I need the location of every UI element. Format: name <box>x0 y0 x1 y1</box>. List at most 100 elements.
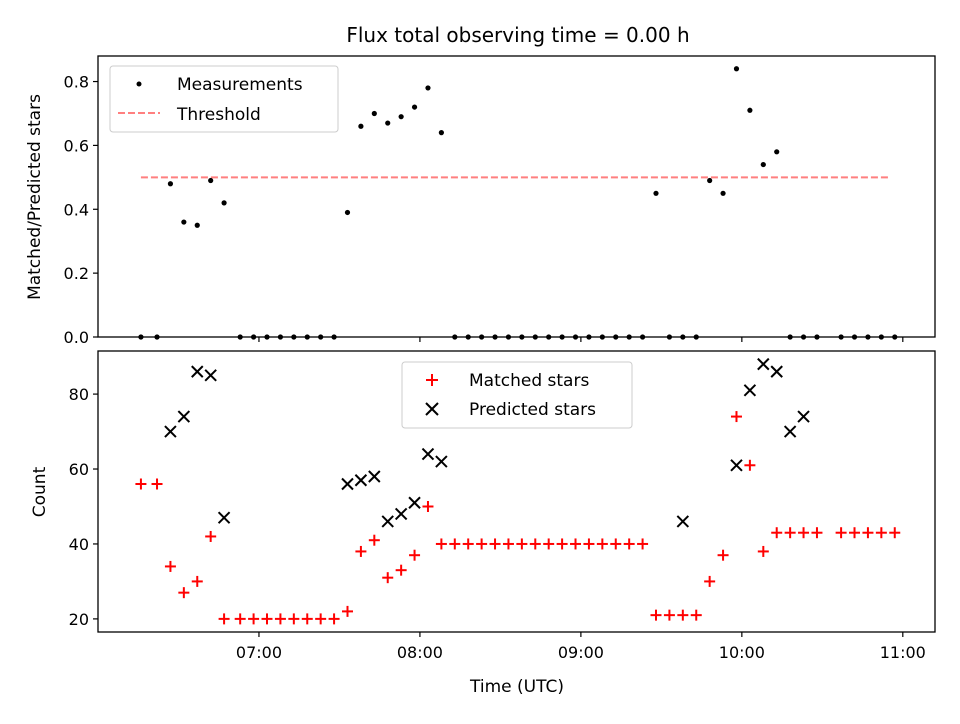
matched-star-point <box>178 587 190 599</box>
bottom-legend-box <box>401 361 633 429</box>
top-y-tick-label: 0.2 <box>64 264 89 283</box>
matched-star-point <box>798 527 810 539</box>
top-y-axis-label: Matched/Predicted stars <box>25 94 45 300</box>
bottom-y-ticks: 20 40 60 80 <box>69 385 98 629</box>
matched-star-point <box>623 538 635 550</box>
matched-star-point <box>610 538 622 550</box>
measurement-point <box>452 334 458 340</box>
matched-star-point <box>409 549 421 561</box>
predicted-star-point <box>408 496 421 509</box>
bottom-legend: Matched stars Predicted stars <box>401 361 633 429</box>
matched-star-point <box>368 534 380 546</box>
predicted-star-point <box>204 369 217 382</box>
matched-star-point <box>835 527 847 539</box>
legend-measurements-marker <box>136 81 142 87</box>
matched-star-point <box>234 613 246 625</box>
predicted-x-b <box>354 474 368 487</box>
x-tick-label: 07:00 <box>236 643 282 662</box>
matched-star-point <box>849 527 861 539</box>
matched-star-point <box>301 613 313 625</box>
top-legend: Measurements Threshold <box>109 65 339 133</box>
predicted-x-b <box>676 515 690 528</box>
predicted-star-point <box>770 365 783 378</box>
matched-star-point <box>570 538 582 550</box>
measurement-point <box>586 334 592 340</box>
matched-star-point <box>730 411 742 423</box>
matched-star-point <box>191 575 203 587</box>
matched-star-point <box>784 527 796 539</box>
measurement-point <box>613 334 619 340</box>
matched-star-point <box>717 549 729 561</box>
predicted-x-b <box>341 477 354 491</box>
measurement-point <box>653 190 659 196</box>
matched-star-point <box>875 527 887 539</box>
measurement-point <box>264 334 270 340</box>
measurement-point <box>194 222 200 228</box>
measurement-point <box>465 334 471 340</box>
measurement-point <box>680 334 686 340</box>
predicted-star-point <box>421 447 435 461</box>
predicted-star-point <box>368 470 381 483</box>
matched-star-point <box>529 538 541 550</box>
measurement-point <box>138 334 144 340</box>
matched-star-point <box>315 613 327 625</box>
predicted-x-b <box>204 369 217 382</box>
measurement-point <box>787 334 793 340</box>
measurement-point <box>438 130 444 136</box>
matched-star-point <box>811 527 823 539</box>
matched-star-point <box>757 545 769 557</box>
matched-star-point <box>422 500 434 512</box>
measurement-point <box>878 334 884 340</box>
bottom-y-tick-label: 20 <box>69 610 89 629</box>
x-tick-label: 11:00 <box>880 643 926 662</box>
measurement-point <box>733 66 740 72</box>
measurement-point <box>371 110 377 117</box>
matched-star-point <box>677 609 689 621</box>
predicted-x-b <box>381 515 394 528</box>
measurement-point <box>720 190 726 196</box>
matched-star-point <box>744 459 756 471</box>
measurement-point <box>492 334 498 340</box>
measurement-point <box>425 85 431 91</box>
measurement-point <box>344 209 351 216</box>
matched-star-point <box>704 575 716 587</box>
predicted-star-point <box>676 515 690 528</box>
top-y-tick-label: 0.6 <box>64 136 89 155</box>
measurement-point <box>693 334 699 340</box>
top-y-tick-label: 0.0 <box>64 328 89 347</box>
bottom-plot-marks <box>135 357 901 625</box>
matched-star-point <box>382 572 394 584</box>
matched-star-point <box>690 609 702 621</box>
matched-star-point <box>502 538 514 550</box>
measurement-point <box>599 334 605 340</box>
predicted-star-point <box>435 455 448 468</box>
measurement-point <box>277 334 284 340</box>
top-plot-marks <box>138 66 898 340</box>
predicted-star-point <box>354 474 368 487</box>
bottom-axes-frame <box>97 350 936 633</box>
measurement-point <box>208 177 214 184</box>
predicted-star-point <box>381 515 394 528</box>
measurement-point <box>358 123 364 129</box>
measurement-point <box>572 334 579 340</box>
measurement-point <box>411 104 418 110</box>
predicted-star-point <box>743 384 757 397</box>
measurement-point <box>479 334 485 340</box>
measurement-point <box>398 114 404 120</box>
matched-star-point <box>771 527 783 539</box>
matched-star-point <box>462 538 474 550</box>
matched-star-point <box>663 609 675 621</box>
measurement-point <box>250 334 257 340</box>
top-y-tick-label: 0.4 <box>64 200 89 219</box>
legend-measurements-label: Measurements <box>177 75 303 95</box>
top-legend-box <box>109 65 339 133</box>
x-tick-label: 09:00 <box>558 643 604 662</box>
x-tick-label: 08:00 <box>397 643 443 662</box>
measurement-point <box>291 334 297 340</box>
predicted-x-b <box>770 365 783 378</box>
matched-star-point <box>395 564 407 576</box>
top-y-tick-label: 0.8 <box>64 73 89 92</box>
legend-matched-label: Matched stars <box>469 371 589 391</box>
bottom-panel: Count Time (UTC) 20 40 60 80 07:00 08:00 09:0… <box>30 350 936 697</box>
